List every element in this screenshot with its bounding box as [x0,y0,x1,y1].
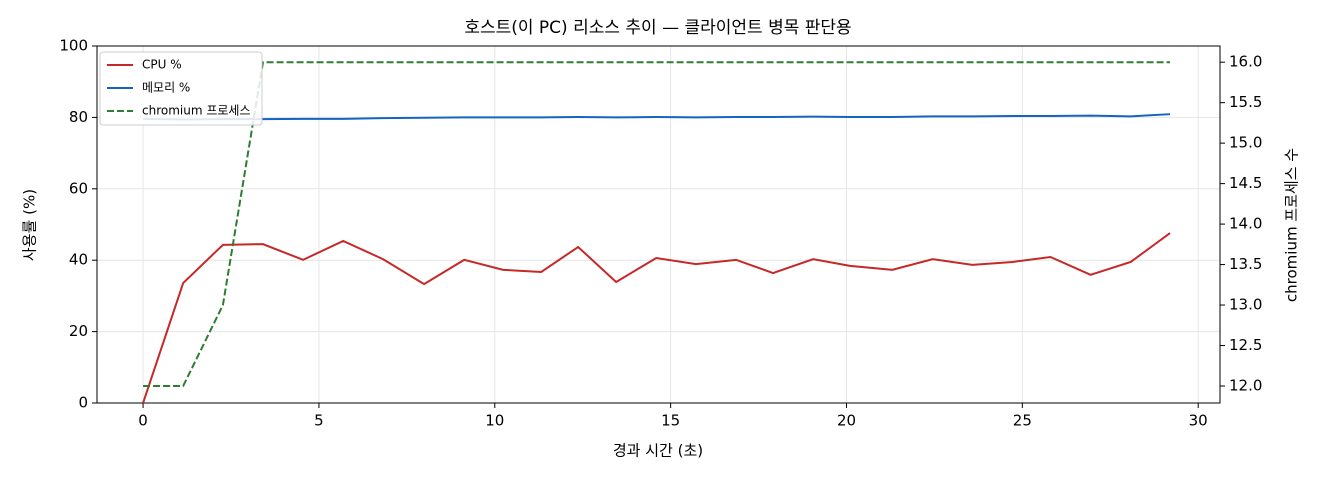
y2-tick-label: 15.5 [1229,93,1262,111]
x-tick-label: 30 [1189,412,1208,430]
series-line [142,232,1171,404]
y-tick-label: 80 [69,108,88,126]
x-tick-label: 10 [485,412,504,430]
y-tick-label: 100 [59,37,88,55]
y2-tick-label: 13.5 [1229,255,1262,273]
y2-axis-label: chromium 프로세스 수 [1283,148,1301,302]
y-tick-label: 60 [69,179,88,197]
y2-tick-label: 12.0 [1229,377,1262,395]
legend-label: chromium 프로세스 [142,104,251,118]
legend-label: CPU % [142,58,182,72]
legend-box [99,51,263,126]
x-tick-label: 25 [1013,412,1032,430]
y2-tick-label: 13.0 [1229,296,1262,314]
y2-tick-label: 12.5 [1229,336,1262,354]
y2-tick-label: 15.0 [1229,134,1262,152]
x-tick-label: 0 [138,412,148,430]
chart-title: 호스트(이 PC) 리소스 추이 — 클라이언트 병목 판단용 [464,18,851,38]
x-tick-label: 5 [314,412,324,430]
legend-label: 메모리 % [142,81,190,95]
series-line [143,113,1171,121]
y-tick-label: 40 [69,251,88,269]
series-line [143,61,1171,387]
x-axis-label: 경과 시간 (초) [613,442,703,460]
y-tick-label: 0 [78,394,88,412]
y-tick-label: 20 [69,322,88,340]
x-tick-label: 15 [661,412,680,430]
y2-tick-label: 14.5 [1229,174,1262,192]
plot-frame [96,45,1221,404]
y-axis-label: 사용률 (%) [21,189,39,261]
y2-tick-label: 16.0 [1229,53,1262,71]
x-tick-label: 20 [837,412,856,430]
y2-tick-label: 14.0 [1229,215,1262,233]
